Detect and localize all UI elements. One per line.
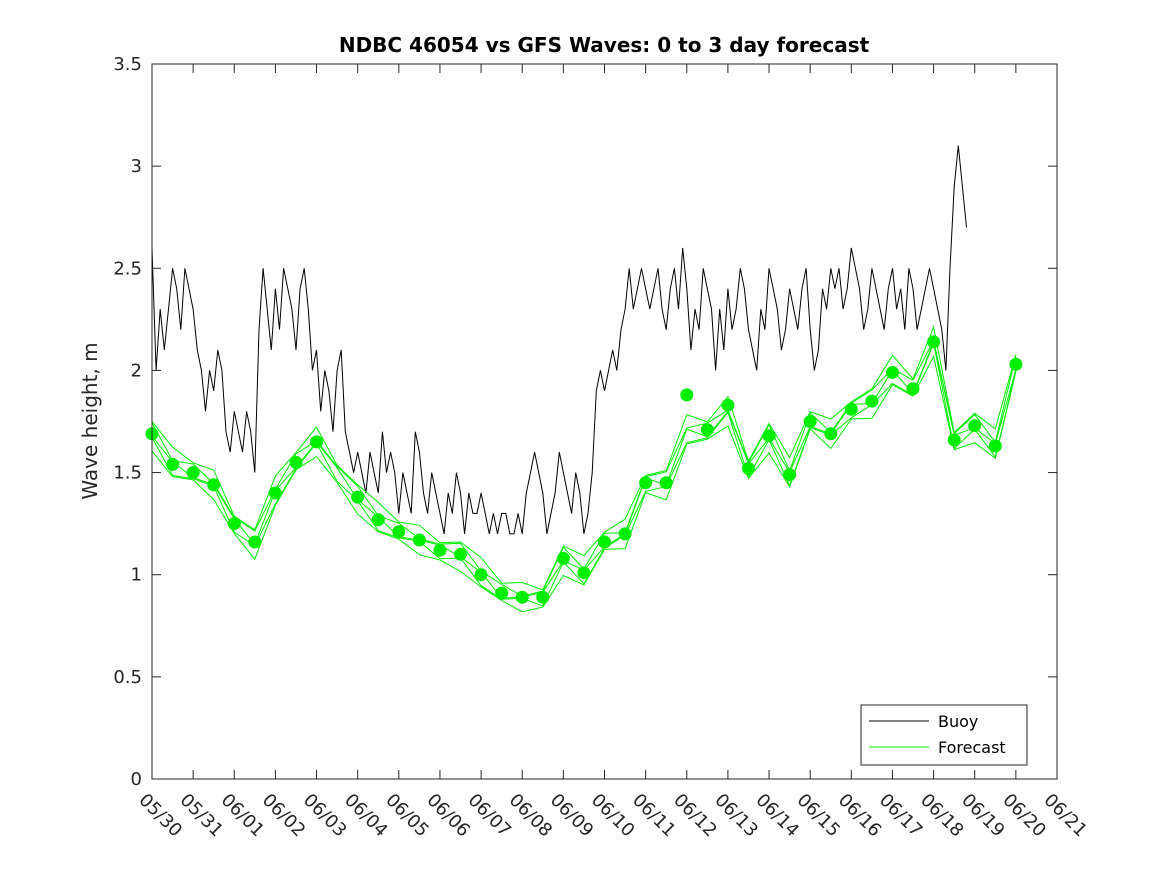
forecast-marker: [248, 535, 262, 549]
forecast-marker: [659, 476, 673, 490]
forecast-marker: [618, 527, 632, 541]
y-axis-ticks: 0 0.5 1 1.5 2 2.5 3 3.5: [113, 54, 1057, 790]
forecast-marker: [556, 551, 570, 565]
forecast-marker: [433, 543, 447, 557]
forecast-marker: [783, 468, 797, 482]
y-tick-label: 2: [131, 360, 142, 381]
forecast-marker: [721, 398, 735, 412]
forecast-marker: [495, 586, 509, 600]
forecast-marker: [700, 423, 714, 437]
forecast-marker: [310, 435, 323, 449]
forecast-marker: [1009, 357, 1023, 371]
forecast-marker: [268, 486, 282, 500]
forecast-marker: [968, 419, 982, 433]
forecast-marker: [412, 533, 426, 547]
y-tick-label: 2.5: [113, 258, 142, 279]
forecast-marker: [207, 478, 221, 492]
legend-forecast-label: Forecast: [938, 738, 1006, 757]
legend-box: [860, 704, 1028, 766]
y-axis-label: Wave height, m: [78, 342, 102, 499]
y-tick-label: 0: [131, 769, 142, 790]
buoy-line: [151, 145, 967, 535]
legend-buoy-label: Buoy: [938, 712, 978, 731]
y-tick-label: 1: [131, 565, 142, 586]
forecast-marker: [742, 462, 755, 475]
legend: Buoy Forecast: [860, 704, 1028, 766]
forecast-marker: [680, 388, 694, 402]
forecast-line: [151, 325, 1017, 591]
y-tick-label: 3.5: [113, 54, 142, 75]
forecast-marker: [844, 402, 858, 416]
forecast-marker: [186, 466, 200, 480]
y-tick-label: 3: [131, 156, 142, 177]
forecast-marker: [988, 439, 1002, 453]
forecast-marker: [289, 455, 303, 469]
forecast-marker: [536, 590, 550, 604]
forecast-marker: [577, 566, 591, 580]
forecast-marker: [639, 476, 653, 490]
chart-title: NDBC 46054 vs GFS Waves: 0 to 3 day fore…: [339, 33, 870, 57]
forecast-marker: [392, 525, 406, 539]
forecast-line: [151, 355, 1017, 613]
forecast-marker: [371, 513, 385, 527]
forecast-marker: [166, 457, 180, 471]
plot-area: [152, 64, 1057, 779]
forecast-marker: [865, 394, 879, 408]
y-tick-label: 1.5: [113, 463, 142, 484]
forecast-marker: [454, 547, 467, 561]
plot-frame: [151, 63, 1058, 780]
forecast-marker: [824, 427, 838, 441]
forecast-marker: [598, 535, 611, 549]
forecast-marker: [515, 590, 529, 604]
forecast-marker: [927, 335, 941, 349]
forecast-analysis-markers: [145, 335, 1023, 604]
plot-content: [145, 145, 1023, 613]
forecast-marker: [762, 429, 776, 443]
forecast-marker: [906, 382, 920, 396]
forecast-marker: [886, 366, 899, 379]
forecast-marker: [351, 490, 365, 504]
forecast-marker: [803, 415, 817, 428]
forecast-marker: [947, 433, 961, 447]
y-tick-label: 0.5: [113, 667, 142, 688]
forecast-marker: [474, 568, 488, 582]
forecast-marker: [227, 517, 241, 531]
buoy-series: [151, 145, 967, 535]
